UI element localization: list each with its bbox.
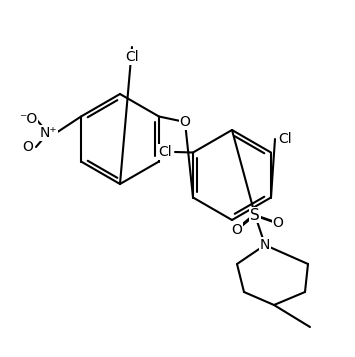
Text: S: S <box>250 207 260 222</box>
Text: Cl: Cl <box>158 145 172 159</box>
Text: N⁺: N⁺ <box>39 126 57 140</box>
Text: Cl: Cl <box>125 50 139 64</box>
Text: ⁻O: ⁻O <box>19 112 37 126</box>
Text: N: N <box>260 238 270 252</box>
Text: O: O <box>273 216 283 230</box>
Text: O: O <box>231 223 242 237</box>
Text: O: O <box>180 115 190 129</box>
Text: Cl: Cl <box>278 132 292 146</box>
Text: O: O <box>23 140 33 154</box>
